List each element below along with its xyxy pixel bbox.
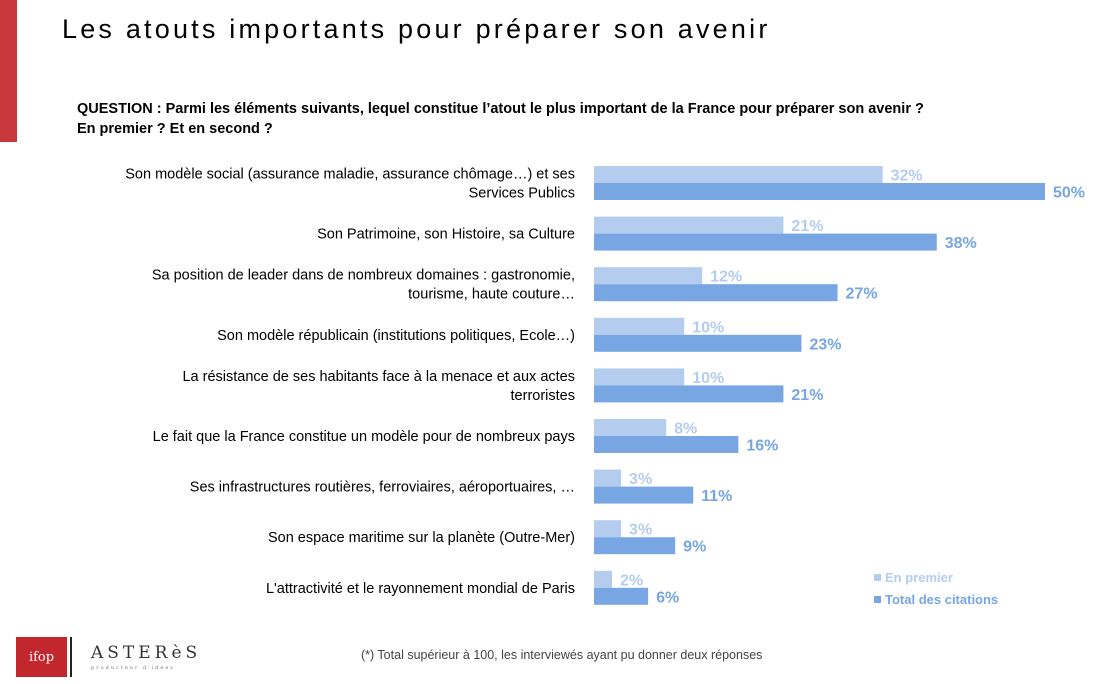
bar-value-label: 3% (629, 471, 652, 488)
category-label: Son modèle républicain (institutions pol… (217, 328, 575, 344)
bar-total-3 (594, 334, 802, 352)
category-label: Son modèle social (assurance maladie, as… (125, 167, 575, 183)
ifop-logo: ifop (16, 637, 67, 677)
chart-legend: En premier Total des citations (874, 566, 998, 610)
bar-value-label: 11% (701, 488, 732, 505)
logo-separator (70, 637, 72, 677)
bar-total-1 (594, 233, 937, 251)
question-line-1: QUESTION : Parmi les éléments suivants, … (77, 101, 924, 117)
category-label: Son espace maritime sur la planète (Outr… (268, 530, 575, 546)
bar-value-label: 50% (1053, 185, 1085, 202)
footnote: (*) Total supérieur à 100, les interview… (361, 648, 763, 662)
bar-value-label: 27% (846, 286, 878, 303)
bar-value-label: 10% (692, 319, 724, 336)
bar-chart: 32% 50% Son modèle social (assurance malad… (125, 166, 1085, 606)
bar-total-7 (594, 537, 676, 555)
category-label: Sa position de leader dans de nombreux d… (152, 268, 575, 284)
bar-value-label: 10% (692, 370, 724, 387)
bar-en-premier-8 (594, 570, 613, 588)
bar-total-6 (594, 486, 694, 504)
bar-value-label: 21% (791, 387, 823, 404)
bar-value-label: 23% (809, 336, 841, 353)
category-label: L'attractivité et le rayonnement mondial… (266, 581, 575, 597)
bar-total-5 (594, 436, 739, 453)
category-label: Services Publics (469, 186, 575, 202)
bar-en-premier-0 (594, 166, 883, 183)
bar-en-premier-7 (594, 520, 622, 538)
bar-en-premier-1 (594, 216, 784, 234)
category-label: Le fait que la France constitue un modèl… (153, 429, 575, 445)
bar-value-label: 3% (629, 522, 652, 539)
legend-swatch-total (874, 595, 881, 603)
bar-en-premier-3 (594, 317, 685, 335)
asteres-logo: ASTERèS (91, 643, 202, 663)
category-label: terroristes (511, 388, 575, 404)
legend-label-en-premier: En premier (885, 569, 953, 585)
bar-en-premier-5 (594, 419, 667, 436)
bar-value-label: 12% (710, 269, 742, 286)
bar-value-label: 9% (683, 539, 706, 556)
category-label: tourisme, haute couture… (408, 287, 575, 303)
bar-value-label: 21% (791, 218, 823, 235)
bar-value-label: 32% (891, 168, 923, 185)
legend-item-en-premier: En premier (874, 566, 998, 588)
asteres-tagline: producteur d'idées (91, 665, 175, 671)
bar-total-8 (594, 587, 649, 605)
page-title: Les atouts importants pour préparer son … (62, 14, 771, 44)
accent-bar (0, 0, 17, 142)
bar-value-label: 38% (945, 235, 977, 252)
bar-en-premier-2 (594, 267, 703, 285)
question-text: QUESTION : Parmi les éléments suivants, … (77, 99, 924, 139)
category-label: Ses infrastructures routières, ferroviai… (190, 480, 575, 496)
bar-en-premier-4 (594, 368, 685, 386)
legend-label-total: Total des citations (885, 591, 999, 607)
bar-value-label: 16% (746, 438, 778, 455)
category-label: La résistance de ses habitants face à la… (182, 369, 575, 385)
bar-total-2 (594, 284, 838, 302)
category-label: Son Patrimoine, son Histoire, sa Culture (317, 227, 575, 243)
question-line-2: En premier ? Et en second ? (77, 121, 273, 137)
bar-value-label: 6% (656, 589, 679, 606)
bar-value-label: 2% (620, 572, 643, 589)
bar-total-0 (594, 183, 1045, 200)
bar-value-label: 8% (674, 421, 697, 438)
bar-total-4 (594, 385, 784, 403)
bar-en-premier-6 (594, 469, 622, 487)
legend-swatch-en-premier (874, 573, 881, 581)
legend-item-total: Total des citations (874, 588, 998, 610)
